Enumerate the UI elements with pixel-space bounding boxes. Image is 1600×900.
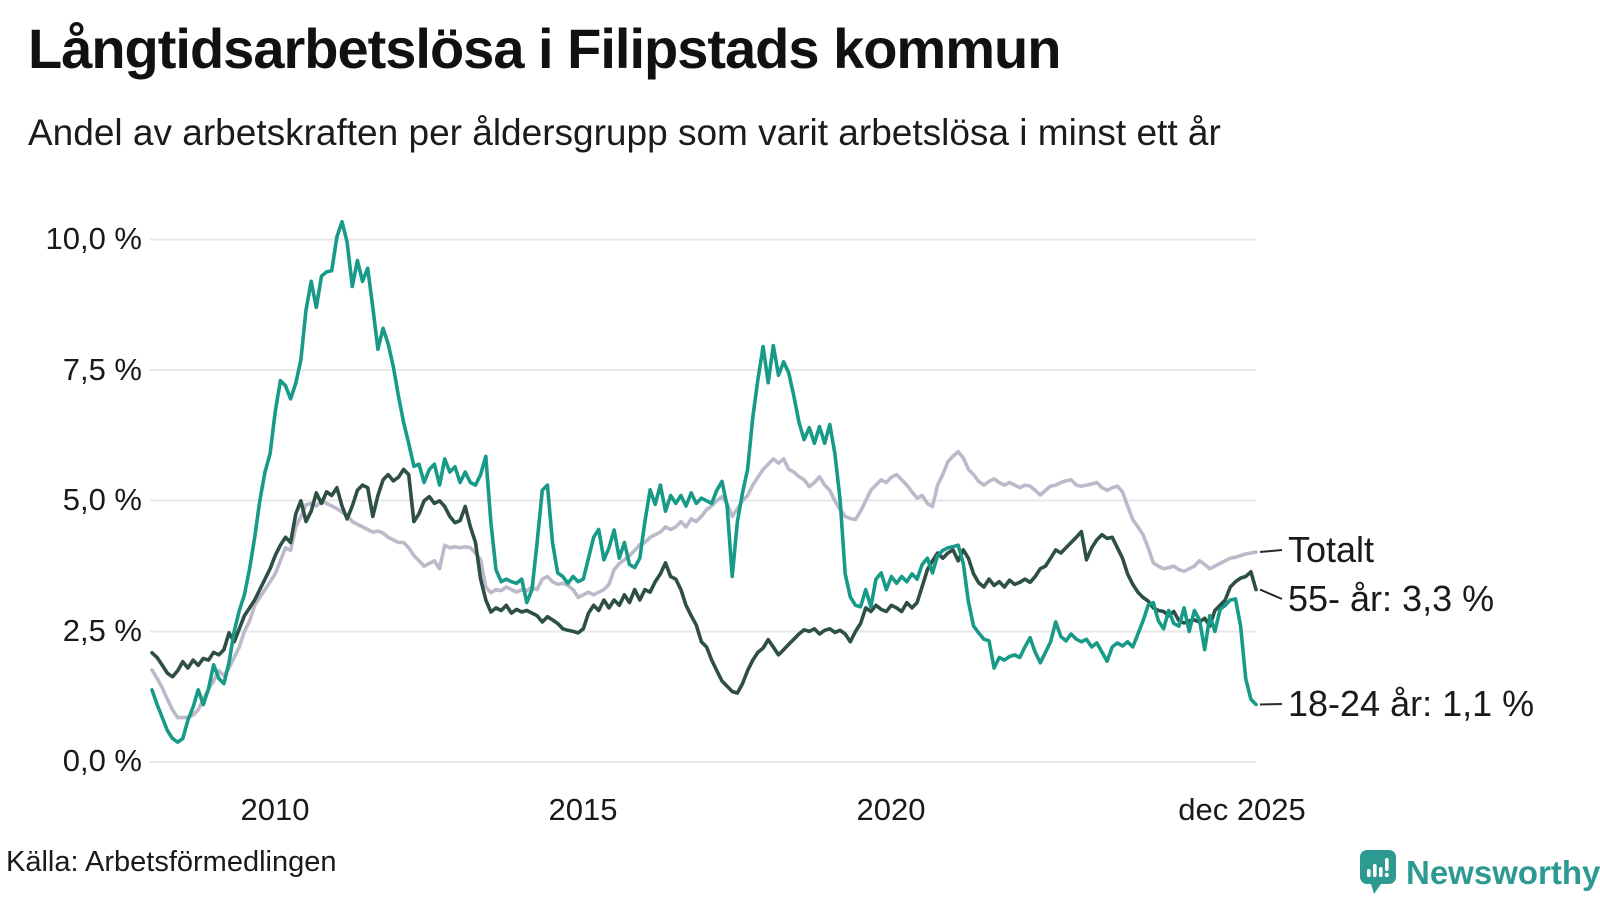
y-axis-tick-label: 0,0 % xyxy=(62,743,142,778)
series-label-totalt: Totalt xyxy=(1288,529,1375,570)
label-connector xyxy=(1259,703,1283,706)
series-line-18-24-r xyxy=(150,219,1258,744)
series-line-totalt xyxy=(150,449,1258,720)
source-note: Källa: Arbetsförmedlingen xyxy=(6,846,337,878)
y-axis-tick-label: 5,0 % xyxy=(62,482,142,517)
x-axis-tick-label: dec 2025 xyxy=(1178,792,1306,827)
series-label-18-24-ar: 18-24 år: 1,1 % xyxy=(1288,683,1535,724)
y-axis-tick-label: 7,5 % xyxy=(62,352,142,387)
x-axis-tick-label: 2020 xyxy=(856,792,926,827)
x-axis-tick-label: 2010 xyxy=(240,792,310,827)
page-subtitle: Andel av arbetskraften per åldersgrupp s… xyxy=(28,112,1221,153)
series-label-55-ar: 55- år: 3,3 % xyxy=(1288,578,1495,619)
bar-chart-pin-icon xyxy=(1360,850,1396,894)
y-axis-tick-label: 10,0 % xyxy=(45,221,142,256)
logo-text: Newsworthy xyxy=(1406,854,1600,891)
newsworthy-branding: Newsworthy xyxy=(1360,850,1600,896)
page-title: Långtidsarbetslösa i Filipstads kommun xyxy=(28,17,1061,80)
label-connector xyxy=(1259,549,1283,553)
y-axis-tick-label: 2,5 % xyxy=(62,613,142,648)
label-connector xyxy=(1259,588,1283,600)
x-axis-tick-label: 2015 xyxy=(548,792,618,827)
series-line-55-r xyxy=(150,467,1258,695)
